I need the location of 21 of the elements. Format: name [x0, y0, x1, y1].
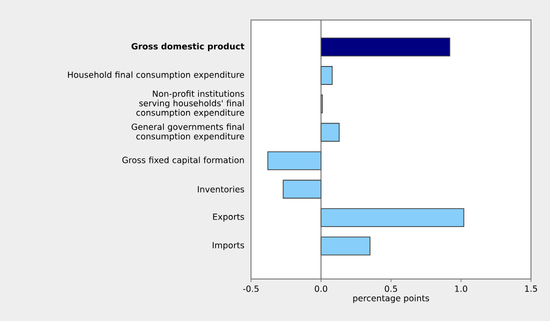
y-tick-label: Household final consumption expenditure — [68, 71, 244, 80]
x-tick-label: -0.5 — [243, 286, 259, 292]
y-tick-label: Inventories — [198, 186, 244, 192]
bar — [320, 208, 464, 227]
bar — [282, 180, 322, 199]
x-tick-label: 0.5 — [384, 286, 397, 292]
x-axis-title: percentage points — [353, 294, 430, 303]
x-tick-label: 1.5 — [525, 286, 537, 292]
y-tick-label: Imports — [212, 242, 244, 250]
bar — [320, 38, 450, 56]
bar — [320, 122, 340, 142]
bar — [320, 236, 370, 256]
y-tick-label: Gross fixed capital formation — [122, 156, 244, 165]
y-tick-label: Exports — [213, 214, 244, 222]
bar — [267, 151, 322, 170]
x-tick-label: 1.0 — [455, 286, 468, 292]
y-tick-label: General governments final consumption expenditure — [132, 123, 244, 142]
y-tick-label: Gross domestic product — [132, 42, 244, 52]
x-tick-label: 0.0 — [314, 286, 328, 292]
y-tick-label: Non-profit institutions serving households' final consumption expenditure — [136, 90, 244, 118]
bar — [320, 66, 333, 85]
